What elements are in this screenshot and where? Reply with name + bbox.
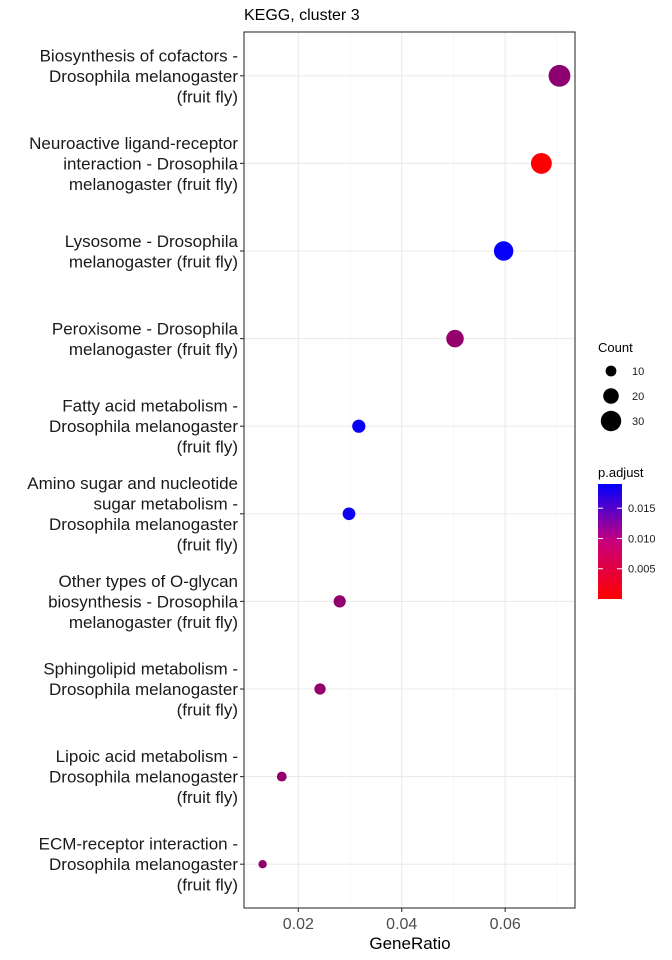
category-label-line: (fruit fly) [177, 438, 238, 457]
category-label-line: Drosophila melanogaster [49, 515, 238, 534]
grid-lines [244, 32, 575, 908]
data-point [548, 64, 571, 87]
color-legend-label: 0.005 [628, 564, 656, 576]
category-label-line: Neuroactive ligand-receptor [29, 134, 238, 153]
data-point [530, 152, 552, 174]
data-point [352, 419, 366, 433]
color-legend-label: 0.010 [628, 533, 656, 545]
category-label: Lipoic acid metabolism - Drosophila melan… [49, 747, 238, 807]
category-label-line: biosynthesis - Drosophila [48, 592, 238, 611]
x-tick-label: 0.04 [386, 916, 417, 933]
color-bar [598, 484, 622, 599]
data-point [446, 329, 464, 348]
category-label-line: Other types of O-glycan [58, 572, 238, 591]
category-labels: Biosynthesis of cofactors - Drosophila me… [27, 46, 244, 895]
category-label-line: (fruit fly) [177, 87, 238, 106]
panel-border [243, 31, 576, 909]
x-axis-ticks: 0.02 0.04 0.06 [283, 908, 521, 933]
category-label-line: melanogaster (fruit fly) [69, 252, 238, 271]
category-label-line: sugar metabolism - [93, 495, 238, 514]
size-legend-dot [603, 388, 619, 404]
x-tick-label: 0.06 [490, 916, 521, 933]
category-label: Biosynthesis of cofactors - Drosophila me… [40, 46, 239, 106]
size-legend-label: 30 [632, 416, 644, 428]
size-legend-label: 20 [632, 391, 644, 403]
size-legend: Count 10 20 30 [598, 340, 644, 432]
data-point [493, 241, 514, 261]
category-label: Lysosome - Drosophila melanogaster (fruit… [65, 232, 239, 272]
category-label-line: Drosophila melanogaster [49, 67, 238, 86]
size-legend-dot [605, 365, 617, 377]
category-label-line: Lipoic acid metabolism - [56, 747, 238, 766]
category-label-line: (fruit fly) [177, 876, 238, 895]
color-legend-label: 0.015 [628, 503, 656, 515]
category-label: Amino sugar and nucleotide sugar metaboli… [27, 474, 238, 555]
category-label: Sphingolipid metabolism -Drosophila mela… [43, 660, 238, 720]
category-label-line: Drosophila melanogaster [49, 768, 238, 787]
x-axis-title: GeneRatio [369, 934, 450, 953]
category-label-line: melanogaster (fruit fly) [69, 175, 238, 194]
category-label-line: Drosophila melanogaster [49, 417, 238, 436]
size-legend-title: Count [598, 340, 633, 355]
category-label-line: Sphingolipid metabolism - [43, 660, 238, 679]
category-label-line: Biosynthesis of cofactors - [40, 46, 238, 65]
category-label-line: Lysosome - Drosophila [65, 232, 239, 251]
category-label-line: melanogaster (fruit fly) [69, 613, 238, 632]
category-label-line: Drosophila melanogaster [49, 855, 238, 874]
size-legend-label: 10 [632, 366, 644, 378]
chart-title: KEGG, cluster 3 [244, 7, 360, 24]
category-label-line: (fruit fly) [177, 536, 238, 555]
data-point [314, 683, 326, 695]
category-label-line: interaction - Drosophila [63, 154, 238, 173]
data-points [258, 64, 571, 869]
category-label-line: melanogaster (fruit fly) [69, 340, 238, 359]
category-label-line: ECM-receptor interaction - [39, 835, 238, 854]
category-label-line: (fruit fly) [177, 701, 238, 720]
category-label-line: (fruit fly) [177, 788, 238, 807]
category-label: Fatty acid metabolism -Drosophila melano… [49, 397, 238, 457]
category-label: Peroxisome - Drosophila melanogaster (fru… [52, 319, 239, 359]
category-label-line: Peroxisome - Drosophila [52, 319, 239, 338]
color-legend-title: p.adjust [598, 465, 644, 480]
color-legend: p.adjust 0.005 0.010 0.015 [598, 465, 656, 599]
category-label-line: Amino sugar and nucleotide [27, 474, 238, 493]
size-legend-dot [600, 410, 622, 432]
data-point [258, 860, 267, 869]
data-point [342, 507, 356, 521]
category-label-line: Fatty acid metabolism - [62, 397, 238, 416]
category-label: ECM-receptor interaction -Drosophila mel… [39, 835, 239, 895]
data-point [276, 771, 287, 782]
x-tick-label: 0.02 [283, 916, 314, 933]
category-label-line: Drosophila melanogaster [49, 680, 238, 699]
category-label: Neuroactive ligand-receptor interaction -… [29, 134, 238, 194]
category-label: Other types of O-glycan biosynthesis - Dr… [48, 572, 238, 632]
data-point [333, 595, 346, 608]
